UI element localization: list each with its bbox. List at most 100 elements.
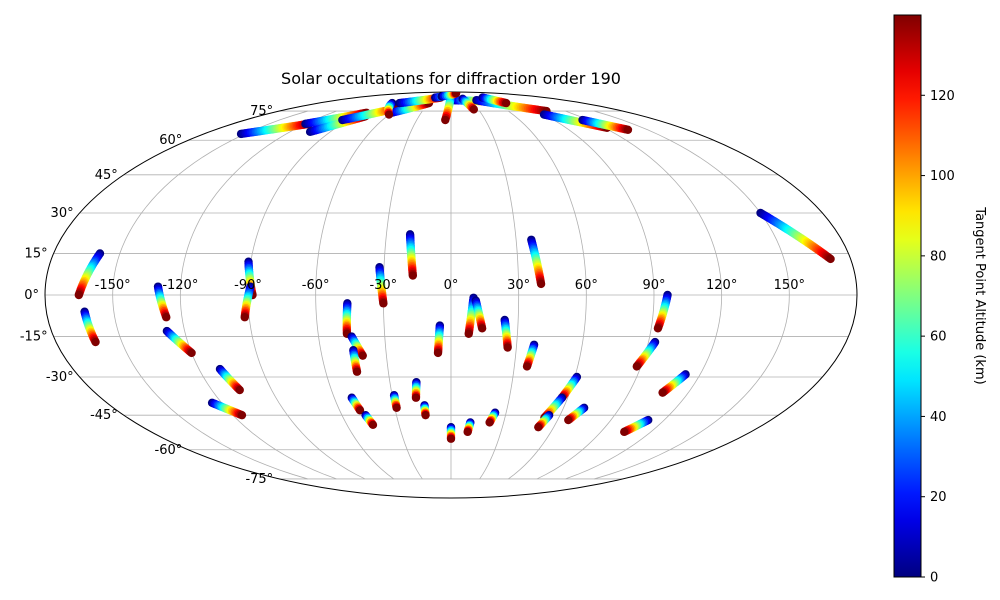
occultation-track xyxy=(478,93,511,108)
occultation-track xyxy=(564,403,589,425)
longitude-label: -90° xyxy=(234,278,262,293)
track-point xyxy=(522,362,532,371)
track-point xyxy=(632,362,642,371)
colorbar-tick-label: 80 xyxy=(930,249,947,264)
meridian-line xyxy=(112,110,308,480)
track-point xyxy=(421,410,430,420)
track-point xyxy=(408,271,418,280)
latitude-label: -75° xyxy=(245,472,273,487)
meridian-line xyxy=(315,110,394,480)
latitude-label: 45° xyxy=(95,168,118,183)
track-point xyxy=(653,324,663,333)
occultation-track xyxy=(387,98,434,117)
chart-title: Solar occultations for diffraction order… xyxy=(281,69,621,88)
track-point xyxy=(187,348,196,358)
track-point xyxy=(469,105,479,114)
meridian-line xyxy=(565,110,723,480)
longitude-label: -150° xyxy=(95,278,131,293)
longitude-label: 120° xyxy=(706,278,737,293)
track-point xyxy=(658,388,667,397)
occultation-track xyxy=(240,282,255,322)
colorbar-ticks: 0 20 40 60 80 100 120 xyxy=(921,89,955,586)
latitude-label: -45° xyxy=(90,408,118,423)
colorbar-bar xyxy=(893,14,922,578)
occultation-track xyxy=(153,282,171,322)
occultation-track xyxy=(347,332,367,360)
occultation-track xyxy=(471,296,487,333)
occultation-track xyxy=(527,235,546,289)
longitude-label: 0° xyxy=(444,278,459,293)
occultation-track xyxy=(500,315,512,352)
colorbar-label: Tangent Point Altitude (km) xyxy=(972,206,987,384)
track-point xyxy=(433,348,443,358)
longitude-label: 150° xyxy=(774,278,805,293)
latitude-label: 30° xyxy=(51,206,74,221)
occultation-track xyxy=(534,410,554,432)
track-point xyxy=(534,422,543,432)
track-point xyxy=(564,415,573,425)
meridian-line xyxy=(508,110,587,480)
track-point xyxy=(464,329,473,339)
occultation-track xyxy=(522,340,539,371)
track-point xyxy=(74,290,84,300)
track-point xyxy=(352,367,362,376)
latitude-tick-labels: 75° 60° 45° 30° 15° 0° -15° -30° -45° -60° -75° xyxy=(20,104,273,487)
occultation-track xyxy=(162,326,196,358)
track-point xyxy=(162,313,171,322)
occultation-track xyxy=(653,290,672,333)
latitude-label: 0° xyxy=(24,288,39,303)
longitude-tick-labels: -150° -120° -90° -60° -30° 0° 30° 60° 90° 120° 150… xyxy=(95,278,805,293)
track-point xyxy=(463,427,472,437)
occultation-track xyxy=(437,92,461,101)
meridian-line xyxy=(594,110,790,480)
occultation-track xyxy=(384,98,397,119)
track-point xyxy=(368,420,378,430)
occultation-track xyxy=(207,398,247,420)
occultation-track xyxy=(375,263,388,308)
occultation-track xyxy=(347,393,365,415)
track-point xyxy=(623,125,633,134)
occultation-track xyxy=(658,370,690,397)
track-point xyxy=(91,337,100,347)
occultation-track xyxy=(411,378,421,402)
track-point xyxy=(379,299,388,308)
occultation-track xyxy=(361,410,378,430)
longitude-label: -120° xyxy=(162,278,198,293)
meridian-line xyxy=(179,110,337,480)
occultation-track xyxy=(756,208,835,264)
track-point xyxy=(501,98,511,108)
colorbar-tick-label: 120 xyxy=(930,89,955,104)
track-point xyxy=(485,418,494,427)
colorbar-tick-label: 0 xyxy=(930,571,938,586)
latitude-label: 15° xyxy=(25,246,48,261)
track-point xyxy=(355,406,365,415)
track-point xyxy=(441,115,450,125)
occultation-track xyxy=(349,346,362,376)
track-point xyxy=(358,351,367,360)
track-point xyxy=(384,110,394,119)
latitude-label: 60° xyxy=(159,133,182,148)
occultation-track xyxy=(433,321,445,358)
track-point xyxy=(392,403,401,412)
latitude-label: -30° xyxy=(46,370,74,385)
colorbar-tick-label: 20 xyxy=(930,490,947,505)
track-point xyxy=(536,279,546,289)
colorbar: 0 20 40 60 80 100 120 Tangent Point Altitude (… xyxy=(893,14,987,586)
occultation-track xyxy=(420,401,430,420)
occultation-track xyxy=(458,94,479,114)
track-point xyxy=(235,385,244,395)
longitude-label: 90° xyxy=(642,278,665,293)
track-point xyxy=(240,313,249,322)
occultation-track xyxy=(485,408,500,427)
occultation-tracks xyxy=(74,92,835,443)
occultation-track xyxy=(74,249,105,300)
meridian-line xyxy=(536,110,655,480)
longitude-label: -30° xyxy=(369,278,397,293)
colorbar-tick-label: 100 xyxy=(930,169,955,184)
track-point xyxy=(237,410,247,420)
track-point xyxy=(826,254,835,264)
colorbar-tick-label: 40 xyxy=(930,410,947,425)
meridian-line xyxy=(479,110,520,480)
occultation-track xyxy=(389,390,401,412)
